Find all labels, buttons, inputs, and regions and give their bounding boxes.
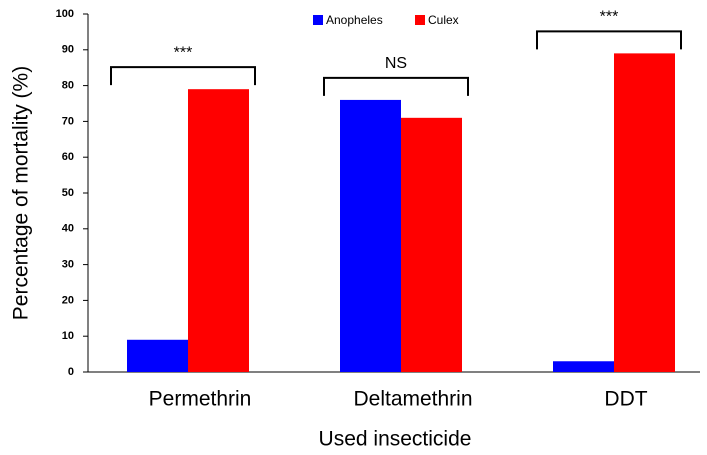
bracket bbox=[323, 76, 469, 96]
bracket bbox=[110, 66, 256, 86]
y-tick-label: 90 bbox=[62, 44, 74, 56]
x-tick-label: Permethrin bbox=[149, 388, 252, 411]
y-tick-label: 100 bbox=[56, 8, 74, 20]
legend-label: Anopheles bbox=[326, 13, 383, 27]
y-tick-label: 80 bbox=[62, 80, 74, 92]
annotation: *** bbox=[174, 44, 193, 61]
bar bbox=[401, 117, 462, 372]
y-axis-title: Percentage of mortality (%) bbox=[10, 66, 33, 320]
x-axis-title: Used insecticide bbox=[319, 428, 472, 451]
x-tick-label: DDT bbox=[604, 388, 647, 411]
x-tick-label: Deltamethrin bbox=[353, 388, 472, 411]
bar bbox=[188, 89, 249, 373]
y-tick-label: 70 bbox=[62, 115, 74, 127]
y-tick-label: 50 bbox=[62, 187, 74, 199]
y-tick-label: 0 bbox=[68, 366, 74, 378]
legend-swatch bbox=[313, 15, 323, 25]
bar bbox=[340, 99, 401, 373]
y-tick-label: 20 bbox=[62, 294, 74, 306]
bracket bbox=[536, 30, 682, 50]
legend-label: Culex bbox=[428, 13, 459, 27]
bar bbox=[614, 53, 675, 372]
legend-swatch bbox=[415, 15, 425, 25]
bar bbox=[127, 339, 188, 372]
y-tick-label: 40 bbox=[62, 223, 74, 235]
annotation: NS bbox=[385, 55, 407, 72]
y-tick-label: 30 bbox=[62, 259, 74, 271]
y-tick-label: 60 bbox=[62, 151, 74, 163]
annotation: *** bbox=[600, 9, 619, 26]
y-tick-label: 10 bbox=[62, 330, 74, 342]
bar bbox=[553, 361, 614, 372]
